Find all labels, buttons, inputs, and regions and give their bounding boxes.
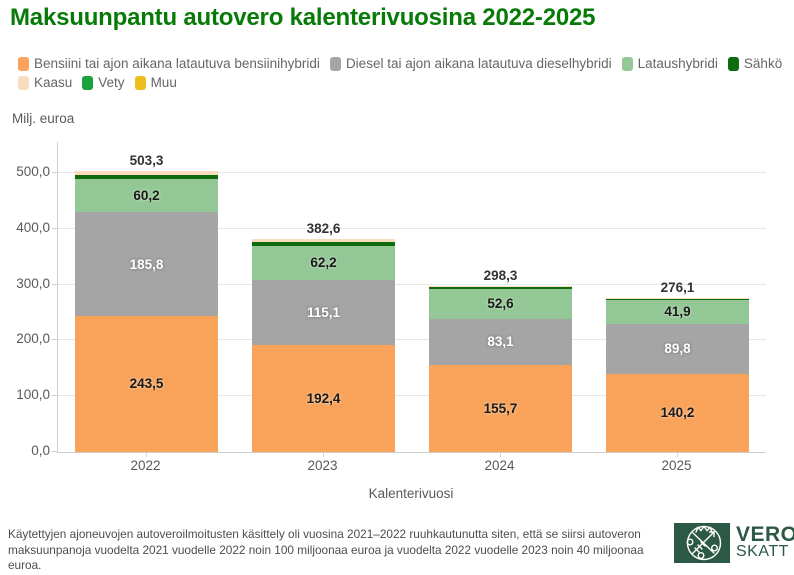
logo-text-skatt: SKATT bbox=[736, 543, 789, 560]
x-axis-label: 2023 bbox=[307, 458, 338, 473]
bar-segment[interactable] bbox=[75, 171, 218, 175]
bar-segment[interactable]: 155,7 bbox=[429, 365, 572, 452]
legend-marker-icon bbox=[82, 75, 94, 90]
vero-logo: VERO SKATT bbox=[674, 523, 794, 563]
bar-total-label: 382,6 bbox=[306, 220, 341, 236]
bar-segment-label: 155,7 bbox=[483, 400, 518, 416]
bar-segment[interactable]: 140,2 bbox=[606, 373, 749, 452]
y-axis-tick-label: 0,0 bbox=[31, 443, 50, 458]
legend-marker-icon bbox=[329, 56, 341, 71]
vero-emblem bbox=[674, 523, 730, 563]
bar-segment-label: 185,8 bbox=[129, 256, 164, 272]
legend-marker-icon bbox=[18, 75, 29, 90]
y-axis-title: Milj. euroa bbox=[12, 111, 75, 126]
bar-segment[interactable]: 115,1 bbox=[252, 280, 395, 345]
y-axis-tick-label: 100,0 bbox=[16, 387, 50, 403]
bar-segment[interactable] bbox=[252, 241, 395, 246]
legend-marker-icon bbox=[621, 56, 633, 71]
y-axis-tick bbox=[52, 227, 57, 229]
x-axis-label: 2022 bbox=[130, 458, 161, 473]
legend-label: Bensiini tai ajon aikana latautuva bensi… bbox=[34, 56, 320, 71]
bar-segment[interactable]: 192,4 bbox=[252, 344, 395, 452]
bar-segment-label: 62,2 bbox=[310, 255, 337, 271]
bar-segment[interactable] bbox=[429, 285, 572, 288]
bar-total-label: 298,3 bbox=[483, 267, 518, 283]
x-axis-tick bbox=[323, 453, 324, 457]
legend-label: Vety bbox=[98, 75, 125, 90]
y-axis-tick bbox=[52, 283, 57, 285]
legend-item[interactable]: Sähkö bbox=[727, 54, 783, 73]
logo-text: VERO SKATT bbox=[736, 523, 794, 560]
legend-marker-icon bbox=[134, 75, 146, 90]
y-axis-tick bbox=[52, 172, 57, 173]
bar-total-label: 276,1 bbox=[660, 279, 695, 295]
legend-item[interactable]: Diesel tai ajon aikana latautuva dieselh… bbox=[329, 54, 612, 73]
gridline bbox=[58, 227, 766, 229]
bar-segment[interactable]: 83,1 bbox=[429, 318, 572, 366]
bar-total-label: 503,3 bbox=[129, 153, 164, 169]
vero-emblem-icon bbox=[686, 525, 722, 561]
bar-segment[interactable]: 60,2 bbox=[75, 178, 218, 213]
bar-2025: 140,2 89,8 41,9 276,1 bbox=[606, 280, 749, 452]
gridline bbox=[58, 172, 766, 173]
y-axis-tick-label: 300,0 bbox=[16, 275, 50, 291]
x-axis-tick bbox=[146, 453, 147, 457]
legend-label: Diesel tai ajon aikana latautuva dieselh… bbox=[345, 56, 612, 71]
x-axis-title: Kalenterivuosi bbox=[368, 486, 454, 501]
x-axis-label: 2024 bbox=[484, 458, 515, 473]
x-axis-tick bbox=[500, 453, 501, 457]
bar-segment-label: 52,6 bbox=[487, 296, 514, 312]
gridline bbox=[58, 339, 766, 341]
bar-segment[interactable]: 243,5 bbox=[75, 316, 218, 452]
gridline bbox=[58, 283, 766, 285]
bar-segment-label: 89,8 bbox=[664, 340, 691, 356]
bar-segment[interactable] bbox=[606, 298, 749, 300]
bar-segment[interactable] bbox=[429, 287, 572, 290]
legend-marker-icon bbox=[18, 56, 29, 71]
legend-item[interactable]: Muu bbox=[134, 73, 177, 92]
plot-area: 243,5 185,8 60,2 503,3 192,4 115,1 62,2 382,6 15… bbox=[52, 142, 766, 457]
bar-segment[interactable]: 89,8 bbox=[606, 323, 749, 374]
bar-2024: 155,7 83,1 52,6 298,3 bbox=[429, 268, 572, 452]
legend-label: Sähkö bbox=[743, 56, 783, 71]
legend: Bensiini tai ajon aikana latautuva bensi… bbox=[18, 54, 793, 92]
legend-item[interactable]: Kaasu bbox=[18, 73, 72, 92]
bar-segment-label: 243,5 bbox=[129, 376, 164, 392]
bar-segment-label: 60,2 bbox=[133, 187, 160, 203]
y-axis-tick-label: 400,0 bbox=[16, 219, 50, 235]
bar-segment[interactable] bbox=[252, 238, 395, 242]
legend-label: Lataushybridi bbox=[637, 56, 718, 71]
y-axis-tick bbox=[52, 339, 57, 341]
bar-segment[interactable]: 62,2 bbox=[252, 245, 395, 281]
y-axis-tick bbox=[52, 451, 57, 452]
bar-2022: 243,5 185,8 60,2 503,3 bbox=[75, 153, 218, 452]
bar-segment-label: 192,4 bbox=[306, 390, 341, 406]
bar-segment[interactable]: 41,9 bbox=[606, 300, 749, 324]
bar-segment-label: 115,1 bbox=[306, 304, 341, 320]
legend-item[interactable]: Vety bbox=[82, 73, 125, 92]
gridline bbox=[58, 395, 766, 397]
legend-item[interactable]: Bensiini tai ajon aikana latautuva bensi… bbox=[18, 54, 320, 73]
y-axis-tick bbox=[52, 395, 57, 397]
bar-segment[interactable] bbox=[75, 174, 218, 179]
bar-segment-label: 140,2 bbox=[660, 405, 695, 421]
chart-title: Maksuunpantu autovero kalenterivuosina 2… bbox=[10, 4, 596, 31]
bar-segment[interactable]: 52,6 bbox=[429, 289, 572, 319]
y-axis-tick-label: 500,0 bbox=[16, 164, 50, 179]
legend-label: Kaasu bbox=[34, 75, 73, 90]
legend-label: Muu bbox=[150, 75, 177, 90]
footnote: Käytettyjen ajoneuvojen autoveroilmoitus… bbox=[8, 527, 644, 573]
bar-segment-label: 83,1 bbox=[487, 334, 514, 350]
legend-marker-icon bbox=[727, 56, 739, 71]
y-axis-tick-label: 200,0 bbox=[16, 331, 50, 347]
logo-text-vero: VERO bbox=[736, 523, 794, 546]
legend-item[interactable]: Lataushybridi bbox=[621, 54, 718, 73]
bar-segment[interactable]: 185,8 bbox=[75, 212, 218, 317]
x-axis-tick bbox=[677, 453, 678, 457]
bar-segment[interactable] bbox=[606, 299, 749, 301]
x-axis-label: 2025 bbox=[661, 458, 692, 473]
bar-2023: 192,4 115,1 62,2 382,6 bbox=[252, 221, 395, 452]
bar-segment-label: 41,9 bbox=[664, 304, 691, 320]
